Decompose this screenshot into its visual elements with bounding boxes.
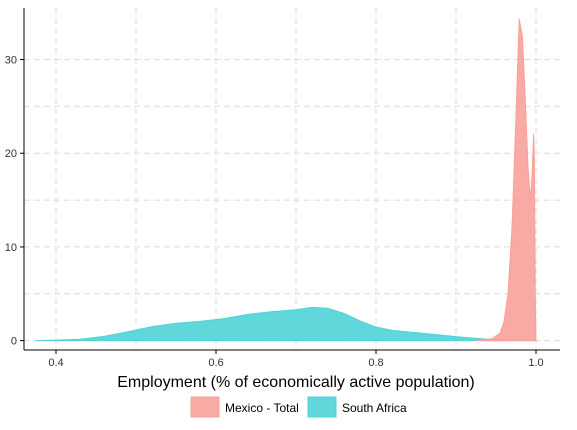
x-tick-label: 0.6 — [208, 357, 223, 369]
y-tick-label: 30 — [5, 55, 17, 67]
y-tick-label: 0 — [11, 336, 17, 348]
x-tick-label: 0.4 — [48, 357, 63, 369]
x-axis-title: Employment (% of economically active pop… — [117, 374, 475, 391]
legend-swatch-mexico-total — [190, 396, 220, 418]
legend-swatch-south-africa — [307, 396, 337, 418]
legend-label-mexico-total: Mexico - Total — [225, 401, 299, 415]
series-areas — [35, 18, 537, 342]
y-tick-label: 10 — [5, 242, 17, 254]
x-tick-label: 0.8 — [368, 357, 383, 369]
x-tick-label: 1.0 — [528, 357, 543, 369]
density-area-south-africa — [35, 306, 537, 342]
y-tick-label: 20 — [5, 148, 17, 160]
axes: 0.4 0.6 0.8 1.0 0 10 20 30 — [5, 8, 560, 369]
density-area-mexico-total — [475, 18, 537, 342]
legend: Mexico - Total South Africa — [190, 396, 407, 418]
grid — [24, 8, 560, 350]
legend-label-south-africa: South Africa — [342, 401, 407, 415]
